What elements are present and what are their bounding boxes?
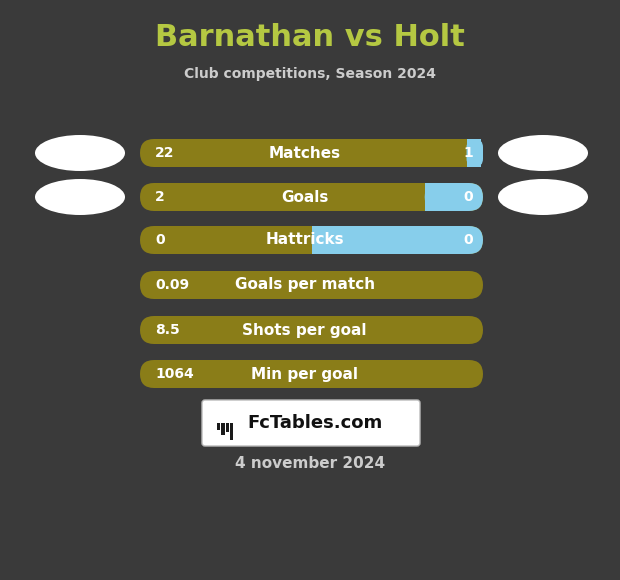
Text: 22: 22 — [155, 146, 174, 160]
FancyBboxPatch shape — [202, 400, 420, 446]
FancyBboxPatch shape — [140, 360, 483, 388]
Text: 0: 0 — [155, 233, 165, 247]
Ellipse shape — [35, 179, 125, 215]
Text: Shots per goal: Shots per goal — [242, 322, 367, 338]
FancyBboxPatch shape — [140, 316, 483, 344]
Text: 8.5: 8.5 — [155, 323, 180, 337]
Text: 2: 2 — [155, 190, 165, 204]
FancyBboxPatch shape — [311, 226, 483, 254]
Text: Min per goal: Min per goal — [251, 367, 358, 382]
Ellipse shape — [498, 135, 588, 171]
FancyBboxPatch shape — [140, 271, 483, 299]
Text: 0.09: 0.09 — [155, 278, 189, 292]
Bar — [466, 139, 480, 167]
Text: Goals per match: Goals per match — [234, 277, 374, 292]
Ellipse shape — [35, 135, 125, 171]
FancyBboxPatch shape — [425, 183, 483, 211]
Bar — [221, 423, 225, 435]
Text: 1064: 1064 — [155, 367, 193, 381]
Text: Hattricks: Hattricks — [265, 233, 344, 248]
Text: FcTables.com: FcTables.com — [247, 414, 383, 432]
FancyBboxPatch shape — [466, 139, 483, 167]
Text: 0: 0 — [463, 233, 473, 247]
Text: Barnathan vs Holt: Barnathan vs Holt — [155, 24, 465, 53]
FancyBboxPatch shape — [140, 226, 483, 254]
FancyBboxPatch shape — [140, 183, 483, 211]
Text: 1: 1 — [463, 146, 473, 160]
Text: Goals: Goals — [281, 190, 329, 205]
Bar — [230, 423, 233, 440]
Text: Club competitions, Season 2024: Club competitions, Season 2024 — [184, 67, 436, 81]
Ellipse shape — [498, 179, 588, 215]
FancyBboxPatch shape — [140, 139, 483, 167]
Text: 4 november 2024: 4 november 2024 — [235, 456, 385, 472]
Bar — [425, 183, 439, 211]
Text: Matches: Matches — [268, 146, 341, 161]
Bar — [217, 423, 220, 430]
Text: 0: 0 — [463, 190, 473, 204]
Bar — [311, 226, 326, 254]
Bar — [226, 423, 229, 432]
